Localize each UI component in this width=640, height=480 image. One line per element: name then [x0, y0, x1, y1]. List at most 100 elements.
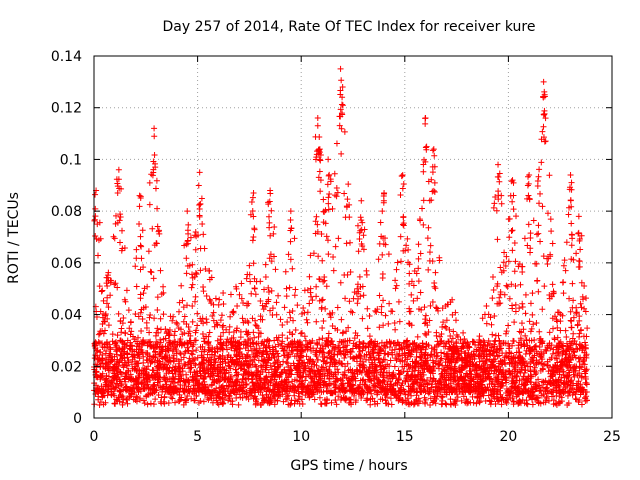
data-point [286, 309, 293, 316]
data-point [430, 187, 437, 194]
data-point [222, 370, 229, 377]
data-point [272, 266, 279, 273]
data-point [276, 374, 283, 381]
data-point [316, 168, 323, 175]
data-point [546, 329, 553, 336]
data-point [167, 358, 174, 365]
data-point [137, 233, 144, 240]
data-point [301, 333, 308, 340]
data-point [552, 362, 559, 369]
data-point [581, 339, 588, 346]
data-point [324, 237, 331, 244]
data-point [497, 300, 504, 307]
data-point [393, 266, 400, 273]
data-point [333, 140, 340, 147]
data-point [307, 339, 314, 346]
data-point [575, 229, 582, 236]
data-point [539, 203, 546, 210]
data-point [374, 349, 381, 356]
data-point [120, 364, 127, 371]
data-point [280, 398, 287, 405]
data-point [151, 133, 158, 140]
data-point [197, 200, 204, 207]
data-point [332, 243, 339, 250]
data-point [488, 321, 495, 328]
data-point [105, 304, 112, 311]
data-point [379, 251, 386, 258]
data-point [510, 337, 517, 344]
data-point [517, 400, 524, 407]
data-point [325, 200, 332, 207]
data-point [366, 312, 373, 319]
data-point [519, 303, 526, 310]
data-point [553, 401, 560, 408]
data-point [407, 308, 414, 315]
data-point [399, 185, 406, 192]
data-point [265, 213, 272, 220]
data-point [567, 171, 574, 178]
data-point [92, 339, 99, 346]
data-point [227, 365, 234, 372]
data-point [422, 115, 429, 122]
data-point [578, 401, 585, 408]
data-point [582, 345, 589, 352]
data-point [385, 320, 392, 327]
data-point [427, 242, 434, 249]
data-point [194, 354, 201, 361]
data-point [287, 314, 294, 321]
data-point [425, 224, 432, 231]
data-point [274, 337, 281, 344]
data-point [489, 331, 496, 338]
data-point [200, 231, 207, 238]
data-point [535, 222, 542, 229]
data-point [481, 339, 488, 346]
data-point [509, 198, 516, 205]
data-point [169, 395, 176, 402]
data-point [439, 362, 446, 369]
data-point [95, 396, 102, 403]
data-point [574, 321, 581, 328]
data-point [249, 194, 256, 201]
data-point [220, 322, 227, 329]
data-point [385, 401, 392, 408]
data-point [536, 200, 543, 207]
data-point [158, 394, 165, 401]
data-point [303, 316, 310, 323]
data-point [194, 322, 201, 329]
data-point [506, 295, 513, 302]
data-point [125, 307, 132, 314]
data-point [277, 316, 284, 323]
data-point [290, 317, 297, 324]
data-point [105, 322, 112, 329]
data-point [334, 304, 341, 311]
data-point [149, 225, 156, 232]
ticks-layer [93, 55, 613, 419]
data-point [583, 380, 590, 387]
data-point [522, 310, 529, 317]
data-point [297, 330, 304, 337]
data-point [406, 305, 413, 312]
data-point [527, 300, 534, 307]
data-point [344, 271, 351, 278]
data-point [248, 198, 255, 205]
points-layer [91, 65, 591, 409]
data-point [578, 304, 585, 311]
data-point [143, 349, 150, 356]
data-point [414, 333, 421, 340]
data-point [442, 400, 449, 407]
data-point [393, 282, 400, 289]
data-point [422, 312, 429, 319]
data-point [417, 217, 424, 224]
data-point [447, 401, 454, 408]
data-point [110, 233, 117, 240]
data-point [95, 252, 102, 259]
data-point [511, 239, 518, 246]
data-point [99, 351, 106, 358]
data-point [214, 337, 221, 344]
data-point [323, 283, 330, 290]
data-point [392, 355, 399, 362]
data-point [400, 340, 407, 347]
data-point [452, 317, 459, 324]
data-point [395, 298, 402, 305]
